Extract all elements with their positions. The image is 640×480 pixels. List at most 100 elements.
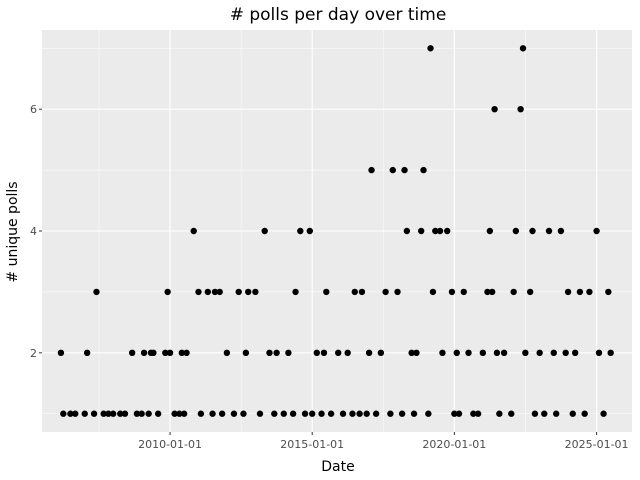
- data-point: [72, 410, 79, 417]
- data-point: [512, 227, 520, 235]
- data-point: [372, 410, 380, 417]
- data-point: [460, 288, 467, 296]
- y-tick-label: 2: [30, 347, 37, 360]
- data-point: [474, 410, 482, 417]
- x-tick-label: 2025-01-01: [565, 438, 629, 451]
- data-point: [436, 227, 444, 235]
- data-point: [128, 349, 136, 357]
- data-point: [531, 410, 539, 417]
- data-point: [550, 349, 557, 357]
- data-point: [218, 410, 226, 417]
- data-point: [297, 227, 304, 235]
- data-point: [323, 288, 330, 296]
- y-tick-label: 4: [30, 225, 37, 238]
- data-point: [339, 410, 347, 417]
- data-point: [261, 227, 268, 235]
- data-point: [105, 410, 112, 417]
- data-point: [171, 410, 178, 417]
- data-point: [140, 349, 148, 357]
- data-point: [180, 410, 188, 417]
- data-point: [349, 410, 356, 417]
- data-point: [252, 288, 259, 296]
- data-point: [245, 288, 252, 296]
- data-point: [93, 288, 100, 296]
- y-axis-ticks: 2 4 6: [30, 103, 42, 360]
- data-point: [500, 349, 508, 357]
- data-point: [564, 288, 572, 296]
- data-point: [508, 410, 515, 417]
- data-point: [211, 288, 219, 296]
- data-point: [491, 105, 498, 113]
- data-point: [138, 410, 145, 417]
- data-point: [410, 410, 418, 417]
- data-point: [382, 288, 389, 296]
- data-point: [285, 349, 292, 357]
- data-point: [273, 349, 280, 357]
- data-point: [470, 410, 477, 417]
- data-point: [552, 410, 560, 417]
- data-point: [309, 410, 316, 417]
- x-tick-label: 2020-01-01: [422, 438, 486, 451]
- data-point: [493, 349, 501, 357]
- data-point: [569, 410, 576, 417]
- data-point: [389, 166, 396, 174]
- data-point: [318, 410, 325, 417]
- data-point: [358, 288, 366, 296]
- data-point: [145, 410, 152, 417]
- data-point: [387, 410, 394, 417]
- data-point: [256, 410, 264, 417]
- data-point: [313, 349, 320, 357]
- data-point: [117, 410, 124, 417]
- data-point: [216, 288, 223, 296]
- data-point: [240, 410, 247, 417]
- data-point: [488, 288, 496, 296]
- data-point: [432, 227, 439, 235]
- data-point: [522, 349, 529, 357]
- data-point: [448, 288, 456, 296]
- data-point: [197, 410, 205, 417]
- data-point: [306, 227, 313, 235]
- y-axis-label: # unique polls: [5, 181, 21, 282]
- data-point: [183, 349, 190, 357]
- x-tick-label: 2015-01-01: [280, 438, 344, 451]
- data-point: [150, 349, 157, 357]
- data-point: [57, 349, 65, 357]
- data-point: [109, 410, 117, 417]
- data-point: [600, 410, 607, 417]
- x-tick-label: 2010-01-01: [138, 438, 202, 451]
- data-point: [280, 410, 287, 417]
- data-point: [289, 410, 297, 417]
- data-point: [377, 349, 385, 357]
- data-point: [60, 410, 67, 417]
- data-point: [429, 288, 437, 296]
- data-point: [484, 288, 491, 296]
- data-point: [557, 227, 565, 235]
- data-point: [81, 410, 88, 417]
- data-point: [408, 349, 415, 357]
- data-point: [541, 410, 548, 417]
- data-point: [365, 349, 373, 357]
- data-point: [133, 410, 141, 417]
- data-point: [178, 349, 186, 357]
- data-point: [479, 349, 487, 357]
- data-point: [486, 227, 494, 235]
- data-point: [401, 166, 408, 174]
- data-point: [301, 410, 309, 417]
- data-point: [420, 166, 427, 174]
- data-point: [235, 288, 242, 296]
- data-point: [451, 410, 458, 417]
- chart-title: # polls per day over time: [230, 5, 447, 25]
- data-point: [195, 288, 202, 296]
- data-point: [166, 349, 174, 357]
- data-point: [164, 288, 171, 296]
- data-point: [413, 349, 420, 357]
- data-point: [465, 349, 472, 357]
- data-points: [57, 45, 614, 417]
- data-point: [607, 349, 614, 357]
- data-point: [209, 410, 216, 417]
- data-point: [266, 349, 273, 357]
- data-point: [67, 410, 74, 417]
- data-point: [242, 349, 250, 357]
- data-point: [368, 166, 375, 174]
